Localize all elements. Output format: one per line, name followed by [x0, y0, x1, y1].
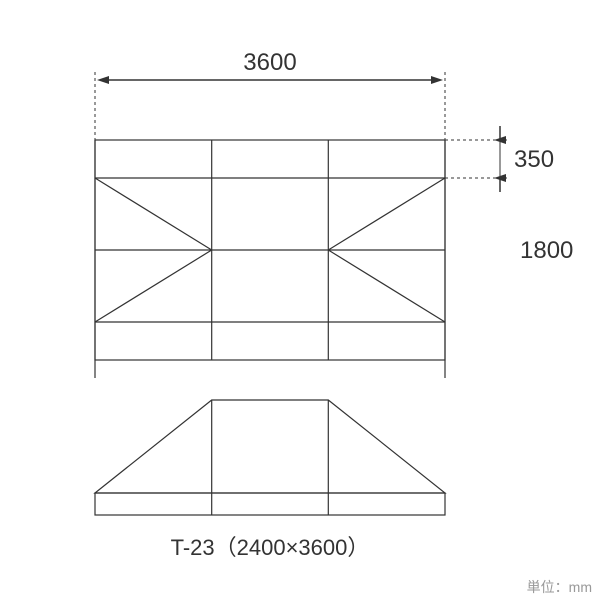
- dim-label-height: 1800: [520, 237, 573, 264]
- caption: T-23（2400×3600）: [171, 535, 370, 560]
- dim-label-eave: 350: [514, 146, 554, 173]
- side-view-base: [95, 493, 445, 515]
- unit-label: 単位：mm: [527, 579, 592, 595]
- side-view-roof: [95, 400, 445, 493]
- dim-label-width: 3600: [243, 49, 296, 76]
